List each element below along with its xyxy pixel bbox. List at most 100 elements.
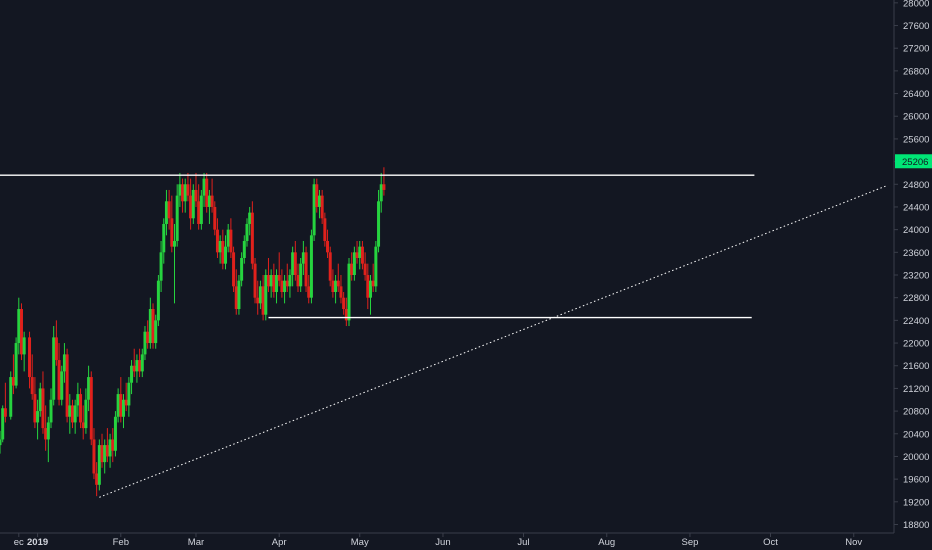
candle-body (205, 178, 209, 207)
candle-body (213, 206, 217, 230)
x-tick-label: May (351, 537, 369, 548)
candle-body (248, 212, 252, 224)
y-tick-label: 27200 (903, 44, 929, 55)
candle-body (379, 184, 383, 202)
candle-body (224, 246, 228, 264)
candle-body (97, 445, 101, 485)
candle-body (41, 388, 45, 429)
x-tick-label: Oct (763, 537, 778, 548)
y-tick-label: 20800 (903, 407, 929, 418)
candle-body (352, 252, 356, 276)
candle-body (331, 280, 335, 293)
candle-body (342, 297, 346, 310)
x-tick-label: Feb (113, 537, 129, 548)
candle-body (148, 309, 152, 344)
y-tick-label: 24400 (903, 202, 929, 213)
candle-body (232, 252, 236, 287)
y-tick-label: 26000 (903, 112, 929, 123)
candle-body (299, 263, 303, 287)
candle-body (285, 280, 289, 287)
candle-body (309, 235, 313, 298)
y-tick-label: 21200 (903, 384, 929, 395)
candle-body (143, 331, 147, 355)
candle-body (245, 223, 249, 241)
candle-body (202, 178, 206, 196)
candle-body (301, 252, 305, 264)
candle-body (296, 275, 300, 287)
candle-body (70, 405, 74, 423)
candle-body (121, 399, 125, 417)
candle-body (108, 439, 112, 457)
candles-layer (0, 167, 386, 497)
y-tick-label: 22400 (903, 316, 929, 327)
candle-body (38, 388, 42, 412)
candle-body (164, 201, 168, 224)
candle-body (17, 309, 21, 344)
candle-body (258, 286, 262, 304)
candle-body (323, 218, 327, 241)
candle-body (293, 252, 297, 276)
candle-body (234, 286, 238, 310)
y-tick-label: 22000 (903, 339, 929, 350)
candle-body (264, 275, 268, 315)
candle-body (30, 377, 34, 395)
y-tick-label: 20400 (903, 429, 929, 440)
y-tick-label: 27600 (903, 21, 929, 32)
candle-body (240, 257, 244, 281)
candle-body (135, 360, 139, 372)
candle-body (113, 416, 117, 451)
candle-body (49, 399, 53, 423)
candle-body (320, 195, 324, 219)
candle-body (3, 408, 7, 417)
candle-body (283, 280, 287, 293)
y-tick-label: 28000 (903, 0, 929, 9)
candle-body (189, 195, 193, 219)
candle-body (156, 280, 160, 321)
candle-body (87, 377, 91, 400)
candle-body (178, 184, 182, 196)
y-tick-label: 22800 (903, 293, 929, 304)
candle-body (140, 354, 144, 372)
candle-body (272, 275, 276, 293)
x-tick-label: Mar (188, 537, 204, 548)
candle-body (57, 360, 61, 400)
candle-body (81, 422, 85, 429)
candle-body (36, 411, 40, 423)
candle-body (307, 286, 311, 298)
candle-body (253, 263, 257, 298)
candle-body (221, 240, 225, 264)
x-tick-label: Aug (598, 537, 615, 548)
candle-body (60, 371, 64, 400)
candle-body (52, 337, 56, 400)
candle-body (159, 252, 163, 281)
candle-body (151, 309, 155, 344)
candle-body (363, 263, 367, 276)
candle-body (197, 201, 201, 224)
candle-body (334, 280, 338, 293)
y-tick-label: 26800 (903, 66, 929, 77)
candle-body (368, 280, 372, 298)
candle-body (19, 309, 23, 355)
candle-body (146, 331, 150, 344)
candle-body (304, 252, 308, 287)
last-price-background (895, 154, 932, 169)
candle-body (44, 428, 48, 440)
candle-body (350, 263, 354, 276)
y-tick-label: 24000 (903, 225, 929, 236)
candle-body (347, 263, 351, 321)
candle-body (22, 337, 26, 355)
candle-body (358, 246, 362, 258)
candle-body (261, 286, 265, 315)
candle-body (360, 246, 364, 264)
trend-line[interactable] (99, 185, 887, 498)
x-tick-label: Jun (435, 537, 450, 548)
candle-body (100, 445, 104, 463)
candle-body (68, 405, 72, 417)
candle-body (183, 184, 187, 202)
time-axis[interactable]: ec 2019 Feb Mar Apr May Jun Jul Aug Sep Oct Nov (14, 533, 863, 548)
candle-body (366, 275, 370, 298)
candle-body (62, 354, 66, 372)
y-tick-label: 21600 (903, 361, 929, 372)
candle-body (76, 394, 80, 406)
